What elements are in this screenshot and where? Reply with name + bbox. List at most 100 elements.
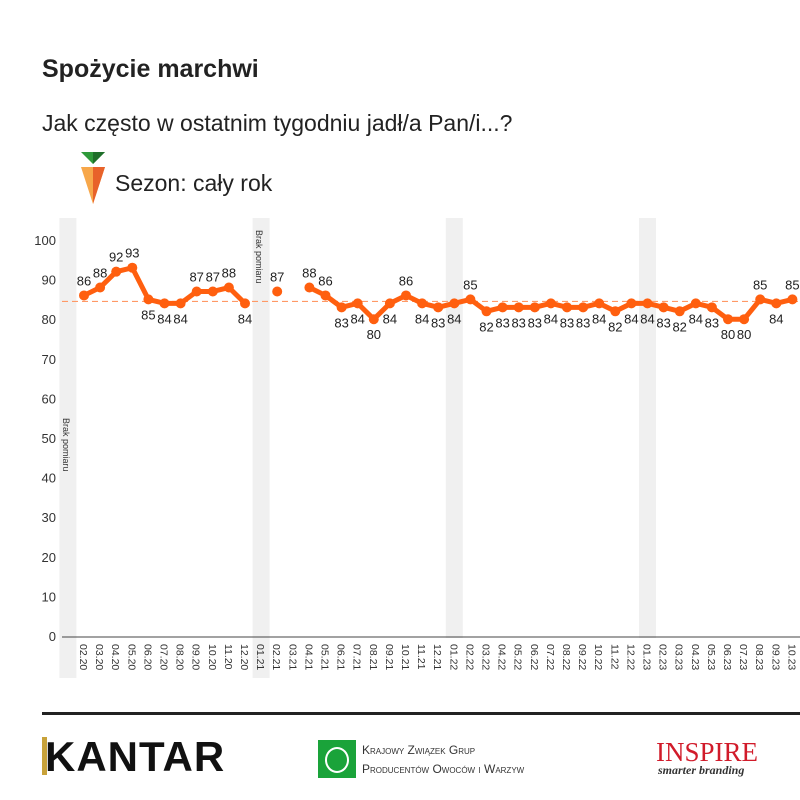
- data-point: [674, 306, 685, 317]
- data-label: 82: [608, 319, 622, 334]
- x-tick-label: 09.21: [383, 644, 395, 670]
- x-tick-label: 01.22: [447, 644, 459, 670]
- data-label: 82: [672, 319, 686, 334]
- data-label: 84: [624, 311, 638, 326]
- data-point: [610, 306, 621, 317]
- data-point: [417, 298, 428, 309]
- data-point: [642, 298, 653, 309]
- x-tick-label: 02.20: [77, 644, 89, 670]
- data-label: 84: [544, 311, 558, 326]
- data-label: 84: [238, 311, 252, 326]
- y-tick-label: 90: [42, 273, 56, 288]
- kzgpowiw-logo-icon: [318, 740, 356, 778]
- x-tick-label: 02.21: [270, 644, 282, 670]
- band-note: Brak pomiaru: [61, 418, 71, 472]
- carrot-icon: [81, 152, 105, 204]
- data-point: [771, 298, 782, 309]
- x-tick-label: 05.21: [319, 644, 331, 670]
- data-label: 84: [173, 311, 187, 326]
- x-tick-label: 12.21: [431, 644, 443, 670]
- data-label: 84: [350, 311, 364, 326]
- x-tick-label: 08.21: [367, 644, 379, 670]
- x-tick-label: 12.20: [238, 644, 250, 670]
- x-tick-label: 08.23: [753, 644, 765, 670]
- data-label: 86: [318, 273, 332, 288]
- data-point: [240, 298, 250, 309]
- x-tick-label: 06.22: [528, 644, 540, 670]
- line-chart: Brak pomiaru Brak pomiaru 0 10 20 30 40 50 60 70 8…: [34, 218, 800, 678]
- data-label: 88: [93, 266, 107, 281]
- data-label: 83: [656, 315, 670, 330]
- no-data-band: [252, 218, 270, 678]
- y-tick-label: 60: [42, 391, 56, 406]
- x-tick-label: 06.21: [335, 644, 347, 670]
- data-point: [690, 298, 701, 309]
- no-data-band: [445, 218, 463, 638]
- data-point: [739, 314, 750, 325]
- x-tick-label: 04.23: [689, 644, 701, 670]
- data-point: [755, 294, 766, 305]
- y-tick-label: 10: [42, 589, 56, 604]
- data-label: 88: [222, 266, 236, 281]
- data-label: 92: [109, 250, 123, 265]
- kzgpowiw-logo-text: Krajowy Związek Grup Producentów Owoców i…: [362, 743, 525, 776]
- x-tick-label: 07.22: [544, 644, 556, 670]
- y-tick-label: 70: [42, 352, 56, 367]
- x-tick-label: 10.22: [592, 644, 604, 670]
- data-label: 86: [77, 273, 91, 288]
- data-point: [513, 302, 524, 313]
- data-point: [578, 302, 589, 313]
- data-label: 85: [785, 277, 799, 292]
- data-point: [175, 298, 186, 309]
- x-tick-label: 05.23: [705, 644, 717, 670]
- data-label: 83: [560, 315, 574, 330]
- no-data-band: [59, 218, 77, 678]
- x-tick-label: 02.22: [463, 644, 475, 670]
- y-tick-label: 50: [42, 431, 56, 446]
- x-tick-label: 11.22: [608, 644, 620, 670]
- x-tick-label: 09.20: [190, 644, 202, 670]
- x-tick-label: 10.21: [399, 644, 411, 670]
- data-label: 83: [495, 315, 509, 330]
- x-tick-label: 04.21: [302, 644, 314, 670]
- data-label: 85: [141, 307, 155, 322]
- data-label: 83: [528, 315, 542, 330]
- data-label: 80: [367, 327, 381, 342]
- data-point: [787, 294, 798, 305]
- data-label: 86: [399, 273, 413, 288]
- x-tick-label: 10.23: [785, 644, 797, 670]
- data-point: [207, 286, 218, 297]
- kantar-logo: KANTAR: [42, 733, 225, 781]
- data-label: 84: [415, 311, 429, 326]
- x-tick-label: 07.21: [351, 644, 363, 670]
- x-tick-label: 03.23: [673, 644, 685, 670]
- data-label: 83: [511, 315, 525, 330]
- data-label: 85: [463, 277, 477, 292]
- x-tick-label: 05.22: [512, 644, 524, 670]
- data-point: [95, 282, 106, 293]
- data-point: [723, 314, 733, 325]
- x-tick-label: 09.22: [576, 644, 588, 670]
- data-label: 84: [447, 311, 461, 326]
- x-tick-label: 11.20: [222, 644, 234, 670]
- data-point: [143, 294, 154, 305]
- y-tick-label: 0: [49, 629, 56, 644]
- data-point: [706, 302, 717, 313]
- band-note: Brak pomiaru: [254, 230, 264, 284]
- no-data-band: [639, 218, 656, 638]
- data-label: 82: [479, 319, 493, 334]
- data-label: 84: [383, 311, 397, 326]
- data-point: [368, 314, 379, 325]
- data-label: 87: [189, 269, 203, 284]
- data-point: [336, 302, 347, 313]
- x-tick-label: 01.21: [254, 644, 266, 670]
- question-subtitle: Jak często w ostatnim tygodniu jadł/a Pa…: [42, 110, 513, 136]
- x-tick-label: 07.23: [737, 644, 749, 670]
- x-tick-label: 05.20: [125, 644, 137, 670]
- data-label: 85: [753, 277, 767, 292]
- data-label: 84: [157, 311, 171, 326]
- data-label: 88: [302, 266, 316, 281]
- x-tick-label: 06.23: [721, 644, 733, 670]
- data-point: [159, 298, 170, 309]
- inspire-tagline: smarter branding: [658, 763, 745, 777]
